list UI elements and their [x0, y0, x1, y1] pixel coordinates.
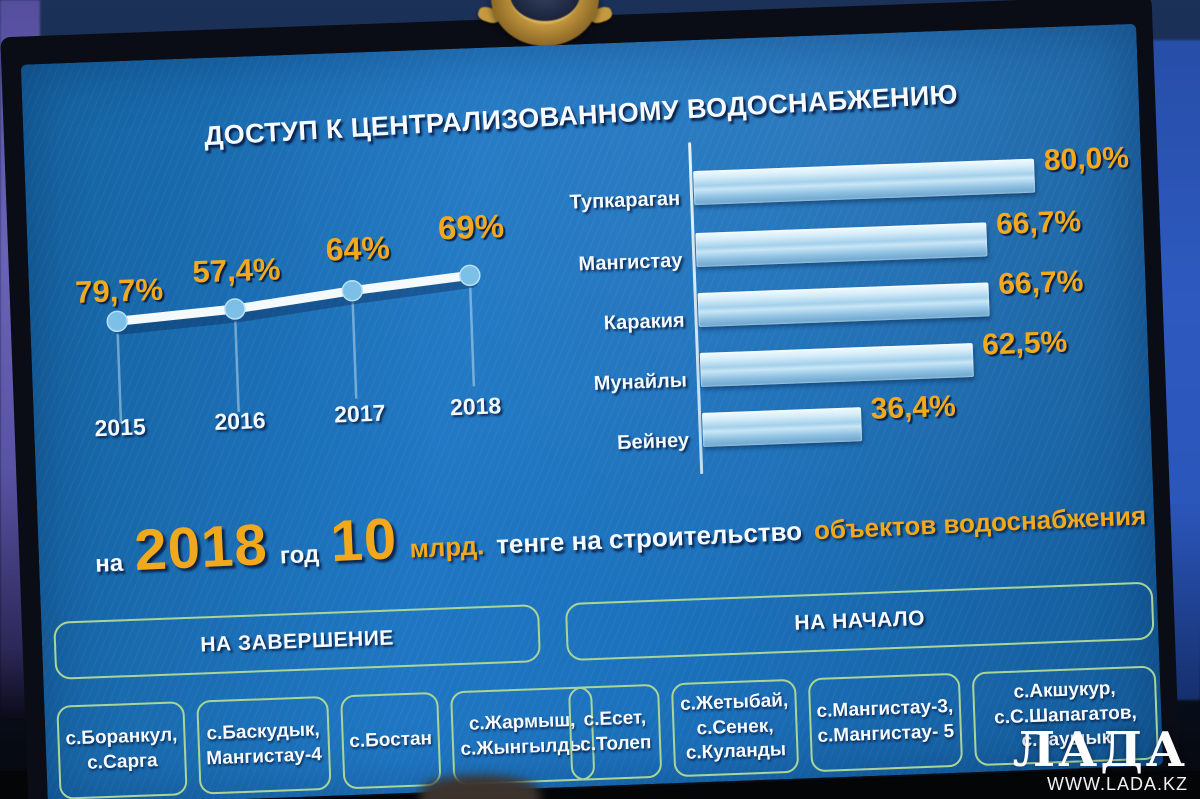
bar-track: 36,4%	[701, 389, 1139, 451]
line-x-tick-2017: 2017	[333, 399, 386, 428]
line-x-tick-2016: 2016	[213, 406, 267, 435]
watermark: ЛАДА WWW.LADA.KZ	[1012, 722, 1188, 795]
audience-head-silhouette	[420, 775, 540, 799]
village-box: с.Мангистау-3, с.Мангистау- 5	[807, 672, 964, 773]
line-x-tick-2015: 2015	[94, 413, 147, 442]
section-completion-header: НА ЗАВЕРШЕНИЕ	[53, 604, 542, 680]
funding-year-word: год	[279, 540, 320, 570]
village-line: с.Есет,	[583, 707, 647, 731]
village-line: с.Бостан	[348, 727, 433, 752]
trend-line-shadow	[114, 276, 478, 335]
data-point-markers	[106, 264, 481, 333]
bar-track: 66,7%	[697, 265, 1134, 331]
gold-emblem-icon	[476, 0, 614, 48]
village-line: с.Жынгылды	[460, 734, 587, 761]
trend-line	[112, 270, 475, 326]
village-line: с.Мангистау- 5	[817, 720, 955, 747]
funding-year: 2018	[133, 512, 269, 584]
led-screen-slide: ДОСТУП К ЦЕНТРАЛИЗОВАННОМУ ВОДОСНАБЖЕНИЮ	[20, 23, 1164, 799]
bar-category-label: Каракия	[603, 309, 686, 335]
funding-prefix: на	[94, 549, 124, 578]
bar-category-label: Тупкараган	[569, 187, 681, 214]
village-line: с.Сенек,	[696, 715, 774, 740]
village-line: с.Куланды	[685, 739, 787, 765]
drop-pin-lines	[116, 287, 476, 424]
funding-unit: млрд.	[408, 530, 485, 564]
bar-category-label: Мунайлы	[593, 369, 688, 395]
bar-track: 80,0%	[693, 141, 1130, 209]
bar-category-label: Мангистау	[578, 249, 683, 276]
bar-category-label: Бейнеу	[616, 429, 690, 455]
bar-track: 62,5%	[699, 326, 1137, 391]
bar-value-label: 62,5%	[981, 325, 1068, 362]
bar	[693, 158, 1036, 206]
project-sections: НА ЗАВЕРШЕНИЕ с.Боранкул, с.Сарга с.Баск…	[53, 581, 1160, 799]
village-line: с.Сарга	[86, 750, 158, 774]
line-x-tick-2018: 2018	[449, 392, 502, 421]
line-chart-access-by-year: 79,7% 57,4% 64% 69% 2015 2016 2017 2018	[64, 196, 544, 483]
line-point-label-2017: 64%	[325, 229, 391, 268]
village-line: с.Боранкул,	[65, 724, 178, 750]
section-completion: НА ЗАВЕРШЕНИЕ с.Боранкул, с.Сарга с.Баск…	[53, 604, 595, 799]
bar	[699, 343, 974, 387]
funding-amount: 10	[329, 506, 399, 575]
bar-row: Мунайлы 62,5%	[548, 326, 1137, 397]
funding-text: тенге на строительство	[495, 515, 803, 560]
bar-row: Тупкараган 80,0%	[541, 141, 1130, 215]
village-line: с.Толеп	[579, 732, 652, 756]
watermark-url: WWW.LADA.KZ	[1047, 774, 1188, 794]
bar-row: Бейнеу 36,4%	[550, 389, 1139, 457]
village-box: с.Есет, с.Толеп	[567, 683, 663, 782]
bar	[695, 222, 988, 268]
village-box: с.Баскудык, Мангистау-4	[196, 695, 332, 795]
bar	[697, 282, 990, 328]
bar-value-label: 80,0%	[1043, 141, 1130, 178]
bar-value-label: 66,7%	[997, 264, 1084, 302]
line-point-label-2016: 57,4%	[191, 251, 282, 290]
village-box: с.Боранкул, с.Сарга	[56, 701, 188, 799]
bar-track: 66,7%	[695, 205, 1132, 271]
village-box: с.Бостан	[339, 691, 442, 790]
section-start-header: НА НАЧАЛО	[564, 581, 1155, 662]
bar-value-label: 36,4%	[870, 389, 957, 426]
village-line: Мангистау-4	[205, 744, 323, 770]
funding-statement: на 2018 год 10 млрд. тенге на строительс…	[93, 471, 1147, 586]
bar-value-label: 66,7%	[995, 204, 1082, 242]
watermark-brand: ЛАДА	[1012, 722, 1188, 779]
bar-chart-access-by-district: Тупкараган 80,0% Мангистау 66,7% Каракия…	[540, 118, 1140, 487]
funding-highlight: объектов водоснабжения	[813, 500, 1147, 546]
bar	[701, 407, 862, 447]
village-line: с.Акшукур,	[1013, 677, 1117, 703]
village-box: с.Жетыбай, с.Сенек, с.Куланды	[671, 678, 799, 778]
line-point-label-2015: 79,7%	[74, 271, 164, 310]
line-chart-canvas	[106, 264, 481, 424]
line-point-label-2018: 69%	[437, 207, 505, 247]
